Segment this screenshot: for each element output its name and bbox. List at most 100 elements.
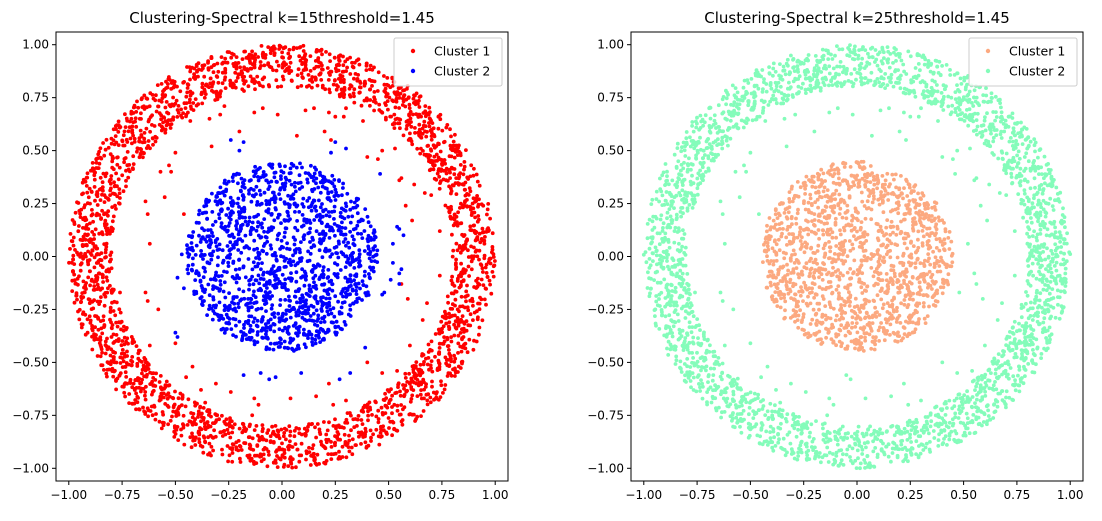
data-point: [921, 193, 926, 198]
data-point: [799, 285, 803, 289]
data-point: [355, 223, 360, 228]
data-point: [334, 245, 339, 249]
data-point: [72, 222, 77, 227]
data-point: [126, 341, 130, 346]
data-point: [318, 205, 323, 210]
data-point: [269, 306, 274, 311]
data-point: [399, 403, 403, 407]
data-point: [273, 375, 278, 380]
data-point: [411, 112, 415, 117]
data-point: [461, 279, 466, 283]
data-point: [252, 316, 257, 321]
data-point: [363, 207, 368, 212]
data-point: [437, 186, 442, 191]
data-point: [401, 133, 406, 138]
data-point: [828, 280, 833, 284]
y-tick-label: 0.50: [22, 144, 49, 158]
data-point: [332, 314, 337, 319]
data-point: [473, 215, 477, 220]
data-point: [453, 374, 457, 378]
data-point: [139, 133, 144, 137]
data-point: [276, 212, 281, 217]
data-point: [251, 282, 256, 287]
data-point: [92, 170, 97, 174]
series-1: [761, 159, 955, 353]
data-point: [895, 206, 900, 211]
data-point: [448, 306, 453, 311]
data-point: [278, 336, 282, 341]
data-point: [204, 210, 209, 215]
data-point: [327, 52, 332, 57]
data-point: [97, 341, 102, 345]
data-point: [798, 293, 803, 298]
data-point: [329, 440, 333, 444]
data-point: [334, 319, 339, 324]
data-point: [282, 200, 287, 205]
data-point: [867, 332, 872, 337]
data-point: [194, 64, 199, 68]
data-point: [206, 282, 211, 287]
data-point: [283, 326, 288, 331]
data-point: [250, 49, 255, 54]
data-point: [130, 402, 135, 406]
data-point: [217, 300, 222, 305]
data-point: [272, 431, 276, 436]
data-point: [809, 246, 813, 251]
data-point: [251, 260, 256, 265]
data-point: [123, 394, 127, 399]
data-point: [122, 335, 127, 340]
data-point: [256, 220, 260, 225]
data-point: [439, 169, 443, 173]
data-point: [283, 230, 287, 235]
data-point: [860, 271, 865, 276]
data-point: [135, 146, 140, 151]
data-point: [459, 283, 463, 287]
data-point: [283, 164, 287, 169]
data-point: [458, 272, 463, 277]
data-point: [196, 429, 201, 434]
data-point: [70, 218, 75, 222]
data-point: [426, 143, 430, 148]
data-point: [182, 101, 187, 106]
data-point: [453, 132, 457, 137]
data-point: [280, 65, 285, 70]
data-point: [288, 60, 293, 65]
data-point: [203, 400, 208, 405]
data-point: [143, 393, 147, 398]
data-point: [280, 314, 285, 319]
data-point: [767, 216, 772, 220]
data-point: [204, 203, 209, 208]
data-point: [216, 255, 220, 260]
data-point: [265, 286, 269, 290]
data-point: [468, 189, 473, 194]
data-point: [267, 377, 272, 382]
data-point: [344, 292, 349, 297]
data-point: [445, 335, 450, 340]
data-point: [282, 345, 287, 350]
data-point: [773, 207, 778, 212]
data-point: [907, 317, 912, 321]
data-point: [217, 216, 222, 221]
data-point: [124, 178, 128, 183]
data-point: [343, 265, 348, 269]
data-point: [360, 279, 365, 284]
data-point: [816, 190, 821, 195]
data-point: [213, 420, 218, 424]
data-point: [293, 238, 297, 242]
data-point: [120, 173, 125, 178]
data-point: [111, 214, 116, 219]
data-point: [149, 382, 153, 386]
data-point: [396, 121, 400, 126]
data-point: [879, 193, 883, 198]
data-point: [135, 394, 140, 399]
data-point: [301, 49, 306, 53]
data-point: [309, 163, 313, 168]
data-point: [360, 236, 365, 241]
data-point: [871, 313, 875, 318]
data-point: [305, 428, 310, 433]
data-point: [772, 226, 777, 230]
data-point: [922, 279, 927, 284]
data-point: [253, 164, 257, 169]
data-point: [354, 288, 358, 293]
x-tick-label: −0.75: [104, 488, 141, 502]
